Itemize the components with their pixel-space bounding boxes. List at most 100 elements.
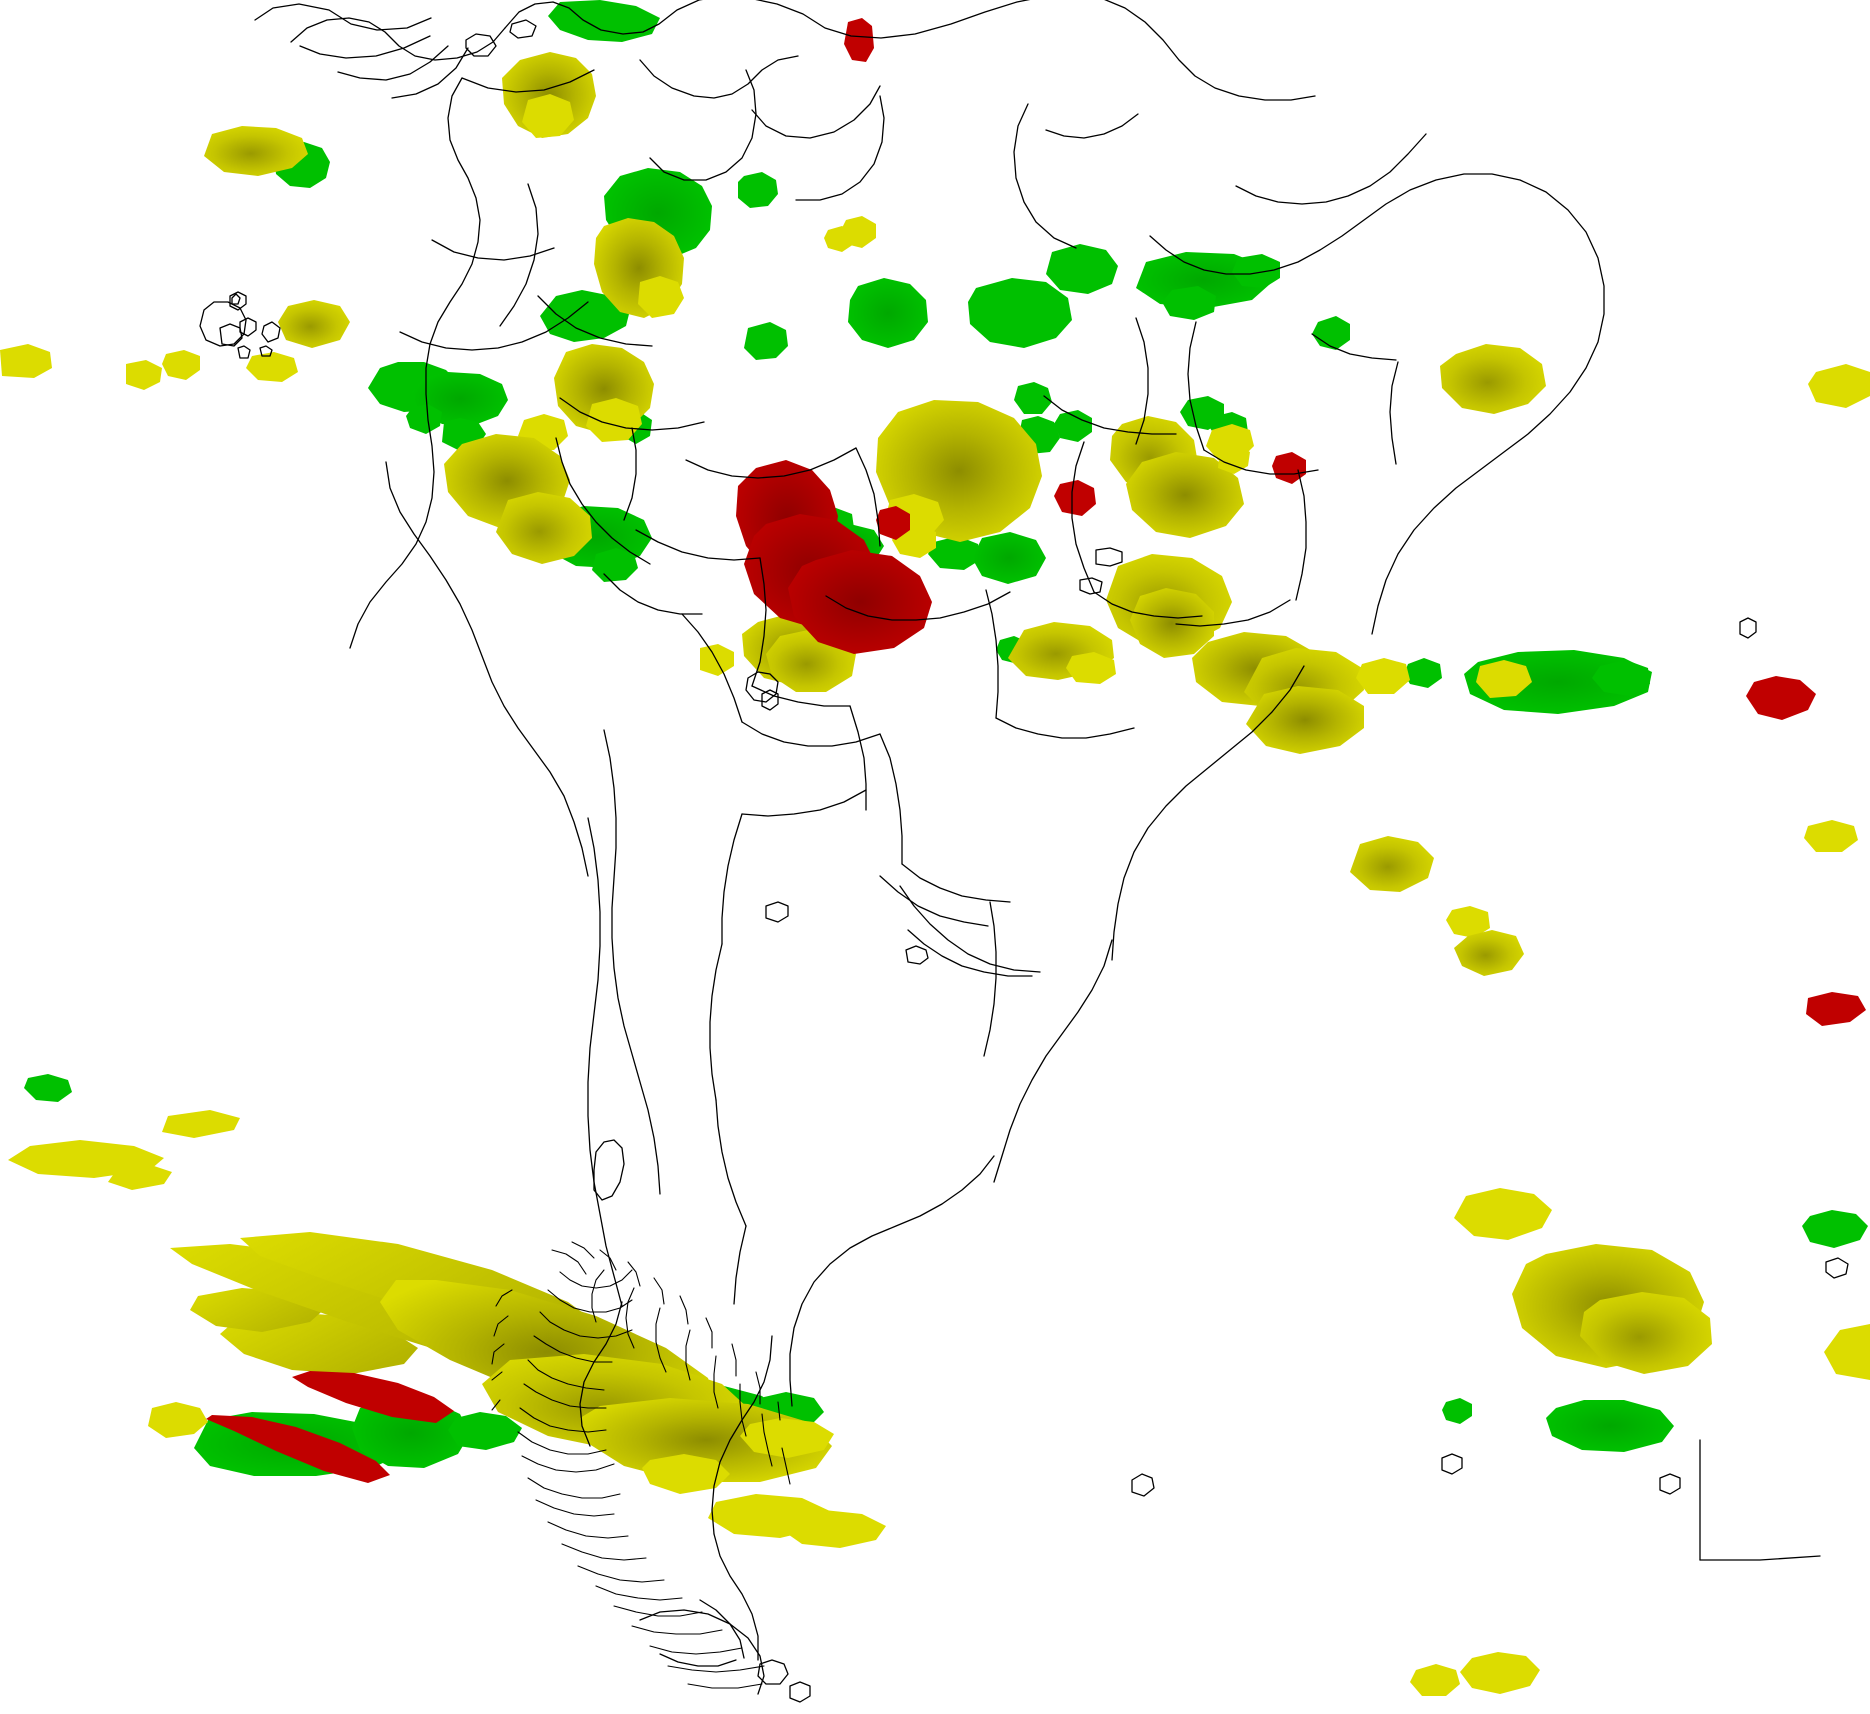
green-patch bbox=[1592, 660, 1650, 696]
political-border bbox=[879, 733, 903, 865]
coastline-pacific-colombia bbox=[290, 17, 506, 61]
political-border bbox=[603, 573, 703, 615]
political-border bbox=[751, 685, 851, 707]
coastline-brazil-southeast bbox=[1111, 665, 1305, 961]
green-patch bbox=[1404, 658, 1442, 688]
green-patch bbox=[1162, 286, 1216, 320]
political-border bbox=[709, 943, 723, 1101]
coastline bbox=[907, 929, 1033, 977]
yellow-patch bbox=[1824, 1324, 1870, 1380]
yellow-patch bbox=[782, 1510, 886, 1548]
political-border bbox=[733, 1225, 747, 1305]
coastline bbox=[299, 35, 431, 59]
political-border bbox=[901, 863, 1011, 903]
green-patch bbox=[24, 1074, 72, 1102]
yellow-patch bbox=[126, 360, 162, 390]
green-patch bbox=[1232, 254, 1280, 288]
island bbox=[465, 33, 497, 57]
political-border bbox=[649, 69, 757, 181]
yellow-patch bbox=[0, 344, 52, 378]
coastline-uruguay-argentina bbox=[789, 1155, 995, 1407]
yellow-patch bbox=[1460, 1652, 1540, 1694]
political-border bbox=[623, 427, 637, 521]
tierra-del-fuego bbox=[659, 1653, 737, 1667]
political-border bbox=[461, 69, 595, 93]
island-galapagos bbox=[231, 293, 241, 305]
island bbox=[1825, 1257, 1849, 1279]
political-border bbox=[1045, 113, 1139, 139]
island bbox=[509, 19, 537, 39]
patagonia-fjords bbox=[491, 1241, 791, 1689]
political-border bbox=[1043, 395, 1177, 435]
coastline-north-south-america bbox=[504, 0, 1316, 101]
green-patch bbox=[1046, 244, 1118, 294]
red-patch bbox=[206, 1415, 390, 1483]
island-galapagos bbox=[239, 317, 257, 337]
island-south bbox=[789, 1681, 811, 1703]
coastline-argentina-atlantic bbox=[711, 1335, 773, 1535]
green-patch bbox=[592, 548, 638, 582]
political-border bbox=[537, 295, 653, 347]
political-border bbox=[399, 301, 589, 351]
political-border bbox=[635, 529, 761, 561]
green-patch bbox=[540, 290, 630, 342]
green-patch bbox=[972, 532, 1046, 584]
island-galapagos bbox=[261, 321, 281, 343]
yellow-patch bbox=[580, 1398, 832, 1482]
yellow-patch bbox=[162, 1110, 240, 1138]
red-patch bbox=[876, 506, 910, 540]
green-patch bbox=[1054, 410, 1092, 442]
political-border bbox=[825, 591, 1011, 621]
political-border bbox=[741, 789, 867, 817]
coastline-patagonia-atlantic bbox=[713, 1533, 759, 1661]
coastline bbox=[254, 3, 432, 31]
yellow-patch bbox=[162, 350, 200, 380]
political-border bbox=[559, 397, 705, 431]
political-border bbox=[1013, 103, 1077, 249]
green-patch bbox=[848, 278, 928, 348]
coastline-pacific-peru bbox=[385, 461, 589, 877]
island bbox=[905, 945, 929, 965]
political-border bbox=[985, 589, 999, 719]
island-chiloe bbox=[593, 1139, 625, 1201]
political-border bbox=[1389, 361, 1399, 465]
green-patch bbox=[928, 536, 980, 570]
yellow-patch bbox=[1454, 1188, 1552, 1240]
political-border bbox=[1093, 591, 1203, 619]
political-border bbox=[751, 85, 881, 139]
yellow-patch bbox=[1356, 658, 1410, 694]
green-patch bbox=[448, 1412, 522, 1450]
yellow-patch bbox=[1218, 444, 1250, 474]
political-border bbox=[751, 557, 767, 687]
yellow-patch bbox=[1440, 344, 1546, 414]
island-south bbox=[757, 1659, 789, 1685]
yellow-patch bbox=[1130, 588, 1214, 658]
red-patch bbox=[1806, 992, 1866, 1026]
red-patch-group bbox=[206, 18, 1866, 1483]
yellow-patch bbox=[108, 1164, 172, 1190]
political-border bbox=[1295, 469, 1307, 601]
lake bbox=[765, 901, 789, 923]
political-border bbox=[681, 613, 743, 723]
political-border bbox=[795, 95, 885, 201]
yellow-patch bbox=[1580, 1292, 1712, 1374]
yellow-patch bbox=[1350, 836, 1434, 892]
yellow-patch bbox=[1804, 820, 1858, 852]
political-border bbox=[431, 239, 555, 261]
yellow-patch bbox=[246, 352, 298, 382]
political-border bbox=[603, 729, 661, 1195]
political-border bbox=[1187, 321, 1205, 451]
green-patch bbox=[1312, 316, 1350, 350]
political-border bbox=[555, 437, 651, 565]
political-border bbox=[499, 183, 539, 327]
yellow-patch bbox=[1066, 652, 1116, 684]
island bbox=[1659, 1473, 1681, 1495]
political-border bbox=[715, 1099, 747, 1227]
political-border bbox=[1311, 333, 1397, 361]
lake bbox=[1095, 547, 1123, 567]
political-border bbox=[685, 447, 857, 479]
island-galapagos bbox=[219, 323, 243, 347]
